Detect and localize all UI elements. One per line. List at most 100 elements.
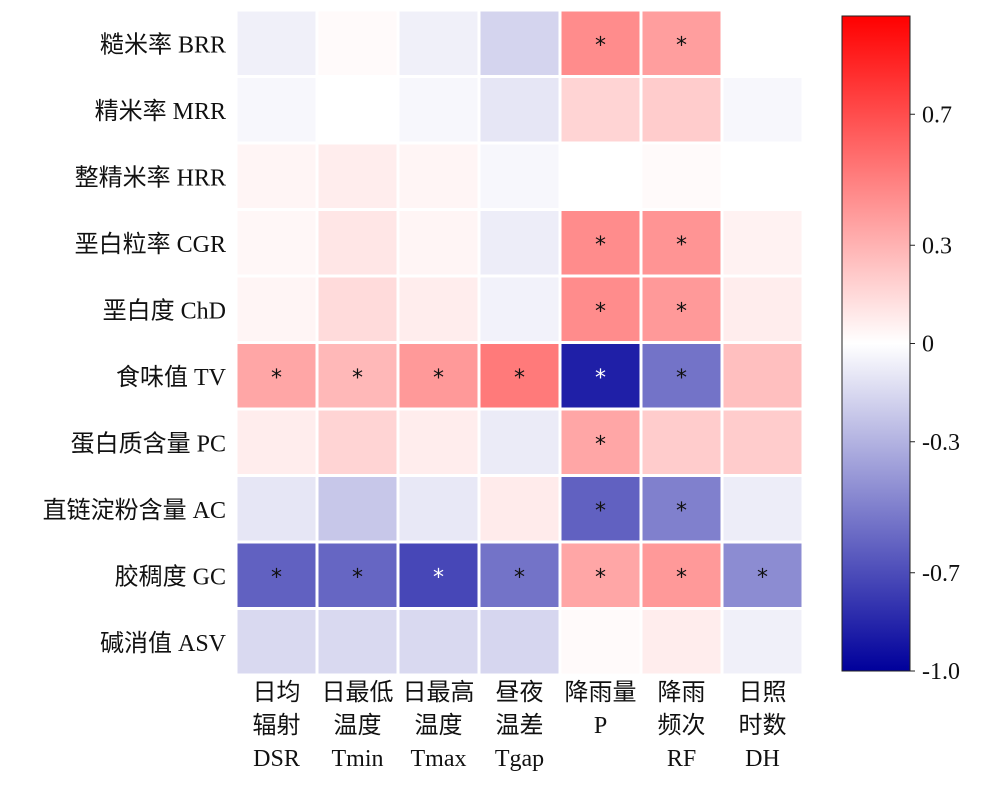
heatmap-cell (480, 543, 559, 607)
heatmap-cell (480, 144, 559, 208)
column-label: 时数 (739, 712, 787, 739)
significance-star: * (676, 299, 687, 324)
heatmap-cell (723, 610, 802, 674)
row-label: 精米率 MRR (95, 98, 226, 125)
heatmap-cell (480, 610, 559, 674)
heatmap-cell (318, 543, 397, 607)
heatmap-cell (399, 410, 478, 474)
heatmap-cell (237, 610, 316, 674)
heatmap-cell (561, 277, 640, 341)
colorbar-tick-label: -1.0 (922, 659, 960, 685)
heatmap-cell (723, 410, 802, 474)
heatmap-cell (480, 11, 559, 75)
column-label: 昼夜 (496, 679, 544, 706)
heatmap-cell (237, 11, 316, 75)
heatmap-cell (318, 344, 397, 408)
heatmap-cell (723, 344, 802, 408)
column-label: Tmax (411, 746, 467, 772)
column-label: DH (745, 746, 780, 772)
heatmap-cell (723, 144, 802, 208)
heatmap-cell (318, 410, 397, 474)
heatmap-cell (237, 410, 316, 474)
heatmap-cell (642, 543, 721, 607)
column-label: 温差 (496, 712, 544, 739)
heatmap-cell (399, 277, 478, 341)
column-label: 降雨量 (565, 679, 637, 706)
heatmap-cell (318, 277, 397, 341)
column-label: 辐射 (253, 712, 301, 739)
heatmap-cell (399, 78, 478, 142)
significance-star: * (514, 565, 525, 590)
colorbar-tick-label: 0.3 (922, 233, 952, 259)
heatmap-cell (480, 277, 559, 341)
heatmap-cell (561, 344, 640, 408)
row-label: 直链淀粉含量 AC (43, 497, 226, 524)
heatmap-cell (480, 410, 559, 474)
colorbar: 0.7 0.3 0 -0.3 -0.7 -1.0 (841, 15, 960, 685)
colorbar-tick-label: 0.7 (922, 102, 952, 128)
significance-star: * (595, 499, 606, 524)
heatmap-cell (723, 78, 802, 142)
column-label: RF (667, 746, 696, 772)
column-label: P (594, 713, 607, 739)
significance-star: * (433, 366, 444, 391)
heatmap-cell (237, 344, 316, 408)
heatmap-cell (723, 477, 802, 541)
column-label: 日最低 (322, 679, 394, 706)
heatmap-cell (318, 610, 397, 674)
heatmap-cells (237, 11, 802, 674)
heatmap-cell (561, 410, 640, 474)
heatmap-cell (399, 144, 478, 208)
significance-star: * (595, 233, 606, 258)
heatmap-cell (642, 211, 721, 275)
heatmap-cell (399, 610, 478, 674)
significance-star: * (676, 366, 687, 391)
column-label: 日照 (739, 680, 787, 706)
significance-star: * (595, 565, 606, 590)
significance-star: * (757, 565, 768, 590)
heatmap-cell (561, 11, 640, 75)
heatmap-cell (237, 78, 316, 142)
heatmap-cell (642, 610, 721, 674)
row-label: 蛋白质含量 PC (71, 430, 226, 457)
colorbar-gradient (841, 15, 911, 672)
significance-star: * (514, 366, 525, 391)
significance-star: * (676, 565, 687, 590)
heatmap-cell (642, 78, 721, 142)
column-label: 日最高 (403, 679, 475, 706)
significance-star: * (271, 565, 282, 590)
colorbar-tick-label: -0.7 (922, 561, 960, 587)
heatmap-cell (561, 610, 640, 674)
heatmap-cell (237, 144, 316, 208)
significance-star: * (595, 432, 606, 457)
heatmap-cell (318, 78, 397, 142)
heatmap-cell (399, 344, 478, 408)
column-label: 频次 (658, 712, 706, 739)
colorbar-tick-label: 0 (922, 332, 934, 358)
heatmap-cell (399, 11, 478, 75)
heatmap-cell (723, 277, 802, 341)
column-label: Tgap (495, 746, 544, 772)
heatmap-cell (642, 277, 721, 341)
column-label: 温度 (334, 712, 382, 739)
significance-star: * (676, 233, 687, 258)
heatmap-cell (480, 344, 559, 408)
significance-star: * (433, 565, 444, 590)
heatmap-cell (642, 144, 721, 208)
row-label: 胶稠度 GC (115, 563, 226, 590)
significance-star: * (595, 299, 606, 324)
heatmap-cell (480, 211, 559, 275)
heatmap-cell (237, 543, 316, 607)
heatmap-cell (561, 543, 640, 607)
heatmap-cell (237, 211, 316, 275)
heatmap-cell (237, 477, 316, 541)
significance-star: * (676, 33, 687, 58)
colorbar-tick-label: -0.3 (922, 430, 960, 456)
row-label: 垩白粒率 CGR (75, 231, 226, 258)
heatmap-cell (399, 477, 478, 541)
row-labels: 糙米率 BRR 精米率 MRR 整精米率 HRR 垩白粒率 CGR 垩白度 ChD 食味值… (43, 31, 227, 657)
heatmap-cell (561, 144, 640, 208)
heatmap-cell (399, 543, 478, 607)
